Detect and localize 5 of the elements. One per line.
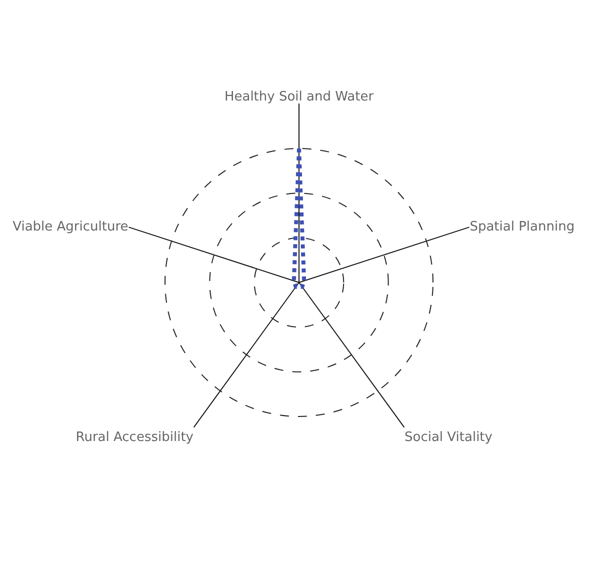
spoke-label: Social Vitality — [404, 430, 493, 445]
spoke-label: Healthy Soil and Water — [224, 89, 374, 104]
spoke-label: Rural Accessibility — [76, 430, 194, 445]
spoke-label: Spatial Planning — [470, 220, 575, 235]
spoke-label: Viable Agriculture — [12, 220, 128, 235]
